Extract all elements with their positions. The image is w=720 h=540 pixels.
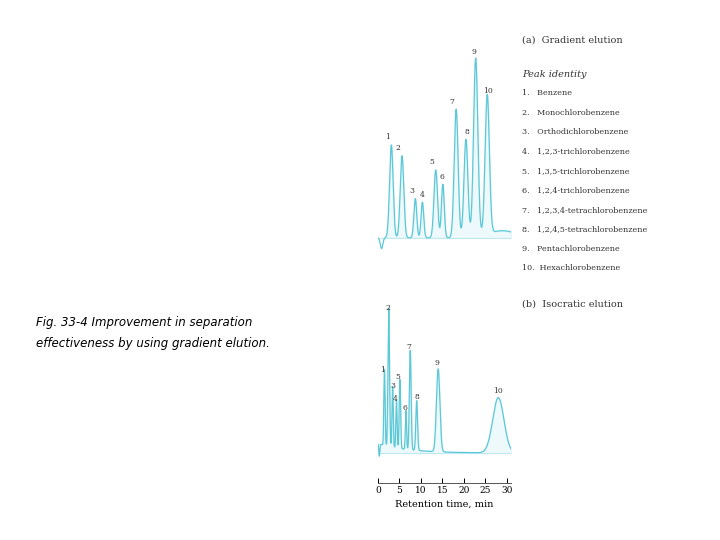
Text: 9: 9 (472, 48, 477, 56)
X-axis label: Retention time, min: Retention time, min (395, 500, 494, 508)
Text: 10.  Hexachlorobenzene: 10. Hexachlorobenzene (522, 264, 620, 272)
Text: (b)  Isocratic elution: (b) Isocratic elution (522, 300, 623, 309)
Text: 1.   Benzene: 1. Benzene (522, 89, 572, 97)
Text: 2: 2 (395, 144, 400, 152)
Text: 5: 5 (396, 373, 400, 381)
Text: 7: 7 (406, 343, 411, 351)
Text: 4.   1,2,3-trichlorobenzene: 4. 1,2,3-trichlorobenzene (522, 147, 630, 156)
Text: 2.   Monochlorobenzene: 2. Monochlorobenzene (522, 109, 620, 117)
Text: 2: 2 (385, 304, 390, 312)
Text: 8.   1,2,4,5-tetrachlorobenzene: 8. 1,2,4,5-tetrachlorobenzene (522, 225, 647, 233)
Text: 9: 9 (435, 360, 440, 367)
Text: effectiveness by using gradient elution.: effectiveness by using gradient elution. (36, 338, 270, 350)
Text: 7.   1,2,3,4-tetrachlorobenzene: 7. 1,2,3,4-tetrachlorobenzene (522, 206, 647, 214)
Text: 3: 3 (410, 187, 415, 195)
Text: 4: 4 (420, 191, 424, 199)
Text: 3: 3 (390, 382, 395, 389)
Text: 5.   1,3,5-trichlorobenzene: 5. 1,3,5-trichlorobenzene (522, 167, 629, 175)
Text: 10: 10 (483, 87, 493, 95)
Text: (a)  Gradient elution: (a) Gradient elution (522, 35, 623, 44)
Text: Peak identity: Peak identity (522, 70, 587, 79)
Text: 10: 10 (493, 387, 503, 395)
Text: Fig. 33-4 Improvement in separation: Fig. 33-4 Improvement in separation (36, 316, 253, 329)
Text: 9.   Pentachlorobenzene: 9. Pentachlorobenzene (522, 245, 620, 253)
Text: 8: 8 (464, 128, 469, 136)
Text: 5: 5 (430, 158, 435, 166)
Text: 4: 4 (392, 395, 397, 403)
Text: 6: 6 (440, 173, 444, 181)
Text: 1: 1 (380, 366, 385, 374)
Text: 6.   1,2,4-trichlorobenzene: 6. 1,2,4-trichlorobenzene (522, 186, 630, 194)
Text: 7: 7 (450, 98, 454, 106)
Text: 3.   Orthodichlorobenzene: 3. Orthodichlorobenzene (522, 128, 629, 136)
Text: 6: 6 (403, 403, 408, 411)
Text: 8: 8 (414, 393, 419, 401)
Text: 1: 1 (385, 133, 390, 141)
